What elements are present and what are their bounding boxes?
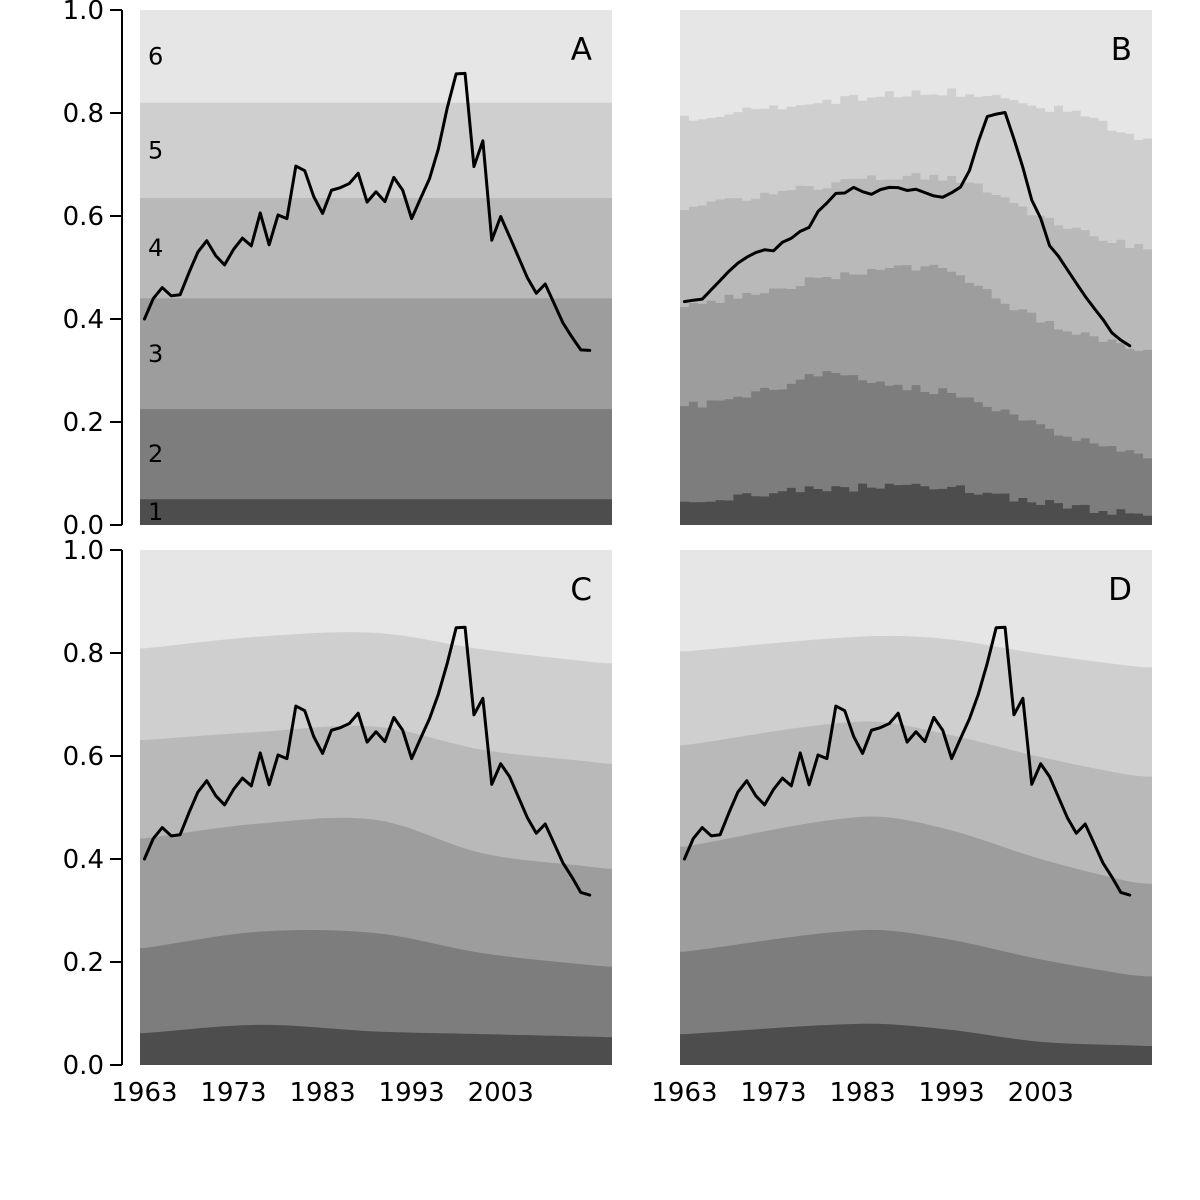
x-tick-label: 1973 xyxy=(740,1078,806,1108)
y-axis-row-1: 0.0 0.2 0.4 0.6 0.8 1.0 xyxy=(63,536,123,1081)
band-1-area xyxy=(140,1024,612,1065)
y-tick-label: 1.0 xyxy=(63,536,104,566)
y-tick-label: 0.2 xyxy=(63,948,104,978)
y-tick-label: 0.4 xyxy=(63,305,104,335)
panel-letter-b: B xyxy=(1111,32,1132,68)
x-axis-col-0: 1963 1973 1983 1993 2003 xyxy=(111,1078,533,1108)
y-tick-label: 0.8 xyxy=(63,99,104,129)
x-tick-label: 1983 xyxy=(289,1078,355,1108)
band-label-6: 6 xyxy=(148,42,163,70)
y-axis-row-0: 0.0 0.2 0.4 0.6 0.8 1.0 xyxy=(63,0,123,541)
panel-B: B xyxy=(680,10,1152,525)
x-tick-label: 1963 xyxy=(651,1078,717,1108)
y-tick-label: 0.6 xyxy=(63,742,104,772)
band-2-area xyxy=(680,371,1152,525)
band-1-area xyxy=(680,1023,1152,1065)
y-tick-label: 0.4 xyxy=(63,845,104,875)
y-tick-label: 0.2 xyxy=(63,408,104,438)
panel-letter-d: D xyxy=(1108,572,1132,608)
panel-letter-a: A xyxy=(571,32,592,68)
band-label-1: 1 xyxy=(148,498,163,526)
panel-C: C xyxy=(140,550,612,1065)
data-line-b xyxy=(682,110,1132,348)
band-label-4: 4 xyxy=(148,234,163,262)
x-tick-label: 1973 xyxy=(200,1078,266,1108)
panel-letter-c: C xyxy=(570,572,592,608)
band-label-5: 5 xyxy=(148,136,163,164)
x-tick-label: 1993 xyxy=(919,1078,985,1108)
x-tick-label: 2003 xyxy=(468,1078,534,1108)
data-line-a xyxy=(142,71,592,352)
x-tick-label: 1983 xyxy=(829,1078,895,1108)
data-line-c xyxy=(142,625,592,897)
x-axis-col-1: 1963 1973 1983 1993 2003 xyxy=(651,1078,1073,1108)
band-2-area xyxy=(140,409,612,525)
x-tick-label: 1963 xyxy=(111,1078,177,1108)
band-1-area xyxy=(680,483,1152,525)
y-tick-label: 0.6 xyxy=(63,202,104,232)
band-label-2: 2 xyxy=(148,440,163,468)
panel-A: A 1 2 3 4 5 6 xyxy=(140,10,612,526)
y-tick-label: 0.8 xyxy=(63,639,104,669)
y-tick-label: 1.0 xyxy=(63,0,104,26)
y-tick-label: 0.0 xyxy=(63,1051,104,1081)
band-1-area xyxy=(140,499,612,525)
data-line-d xyxy=(682,625,1132,897)
x-tick-label: 1993 xyxy=(379,1078,445,1108)
band-label-3: 3 xyxy=(148,340,163,368)
x-tick-label: 2003 xyxy=(1008,1078,1074,1108)
panel-D: D xyxy=(680,550,1152,1065)
y-tick-label: 0.0 xyxy=(63,511,104,541)
